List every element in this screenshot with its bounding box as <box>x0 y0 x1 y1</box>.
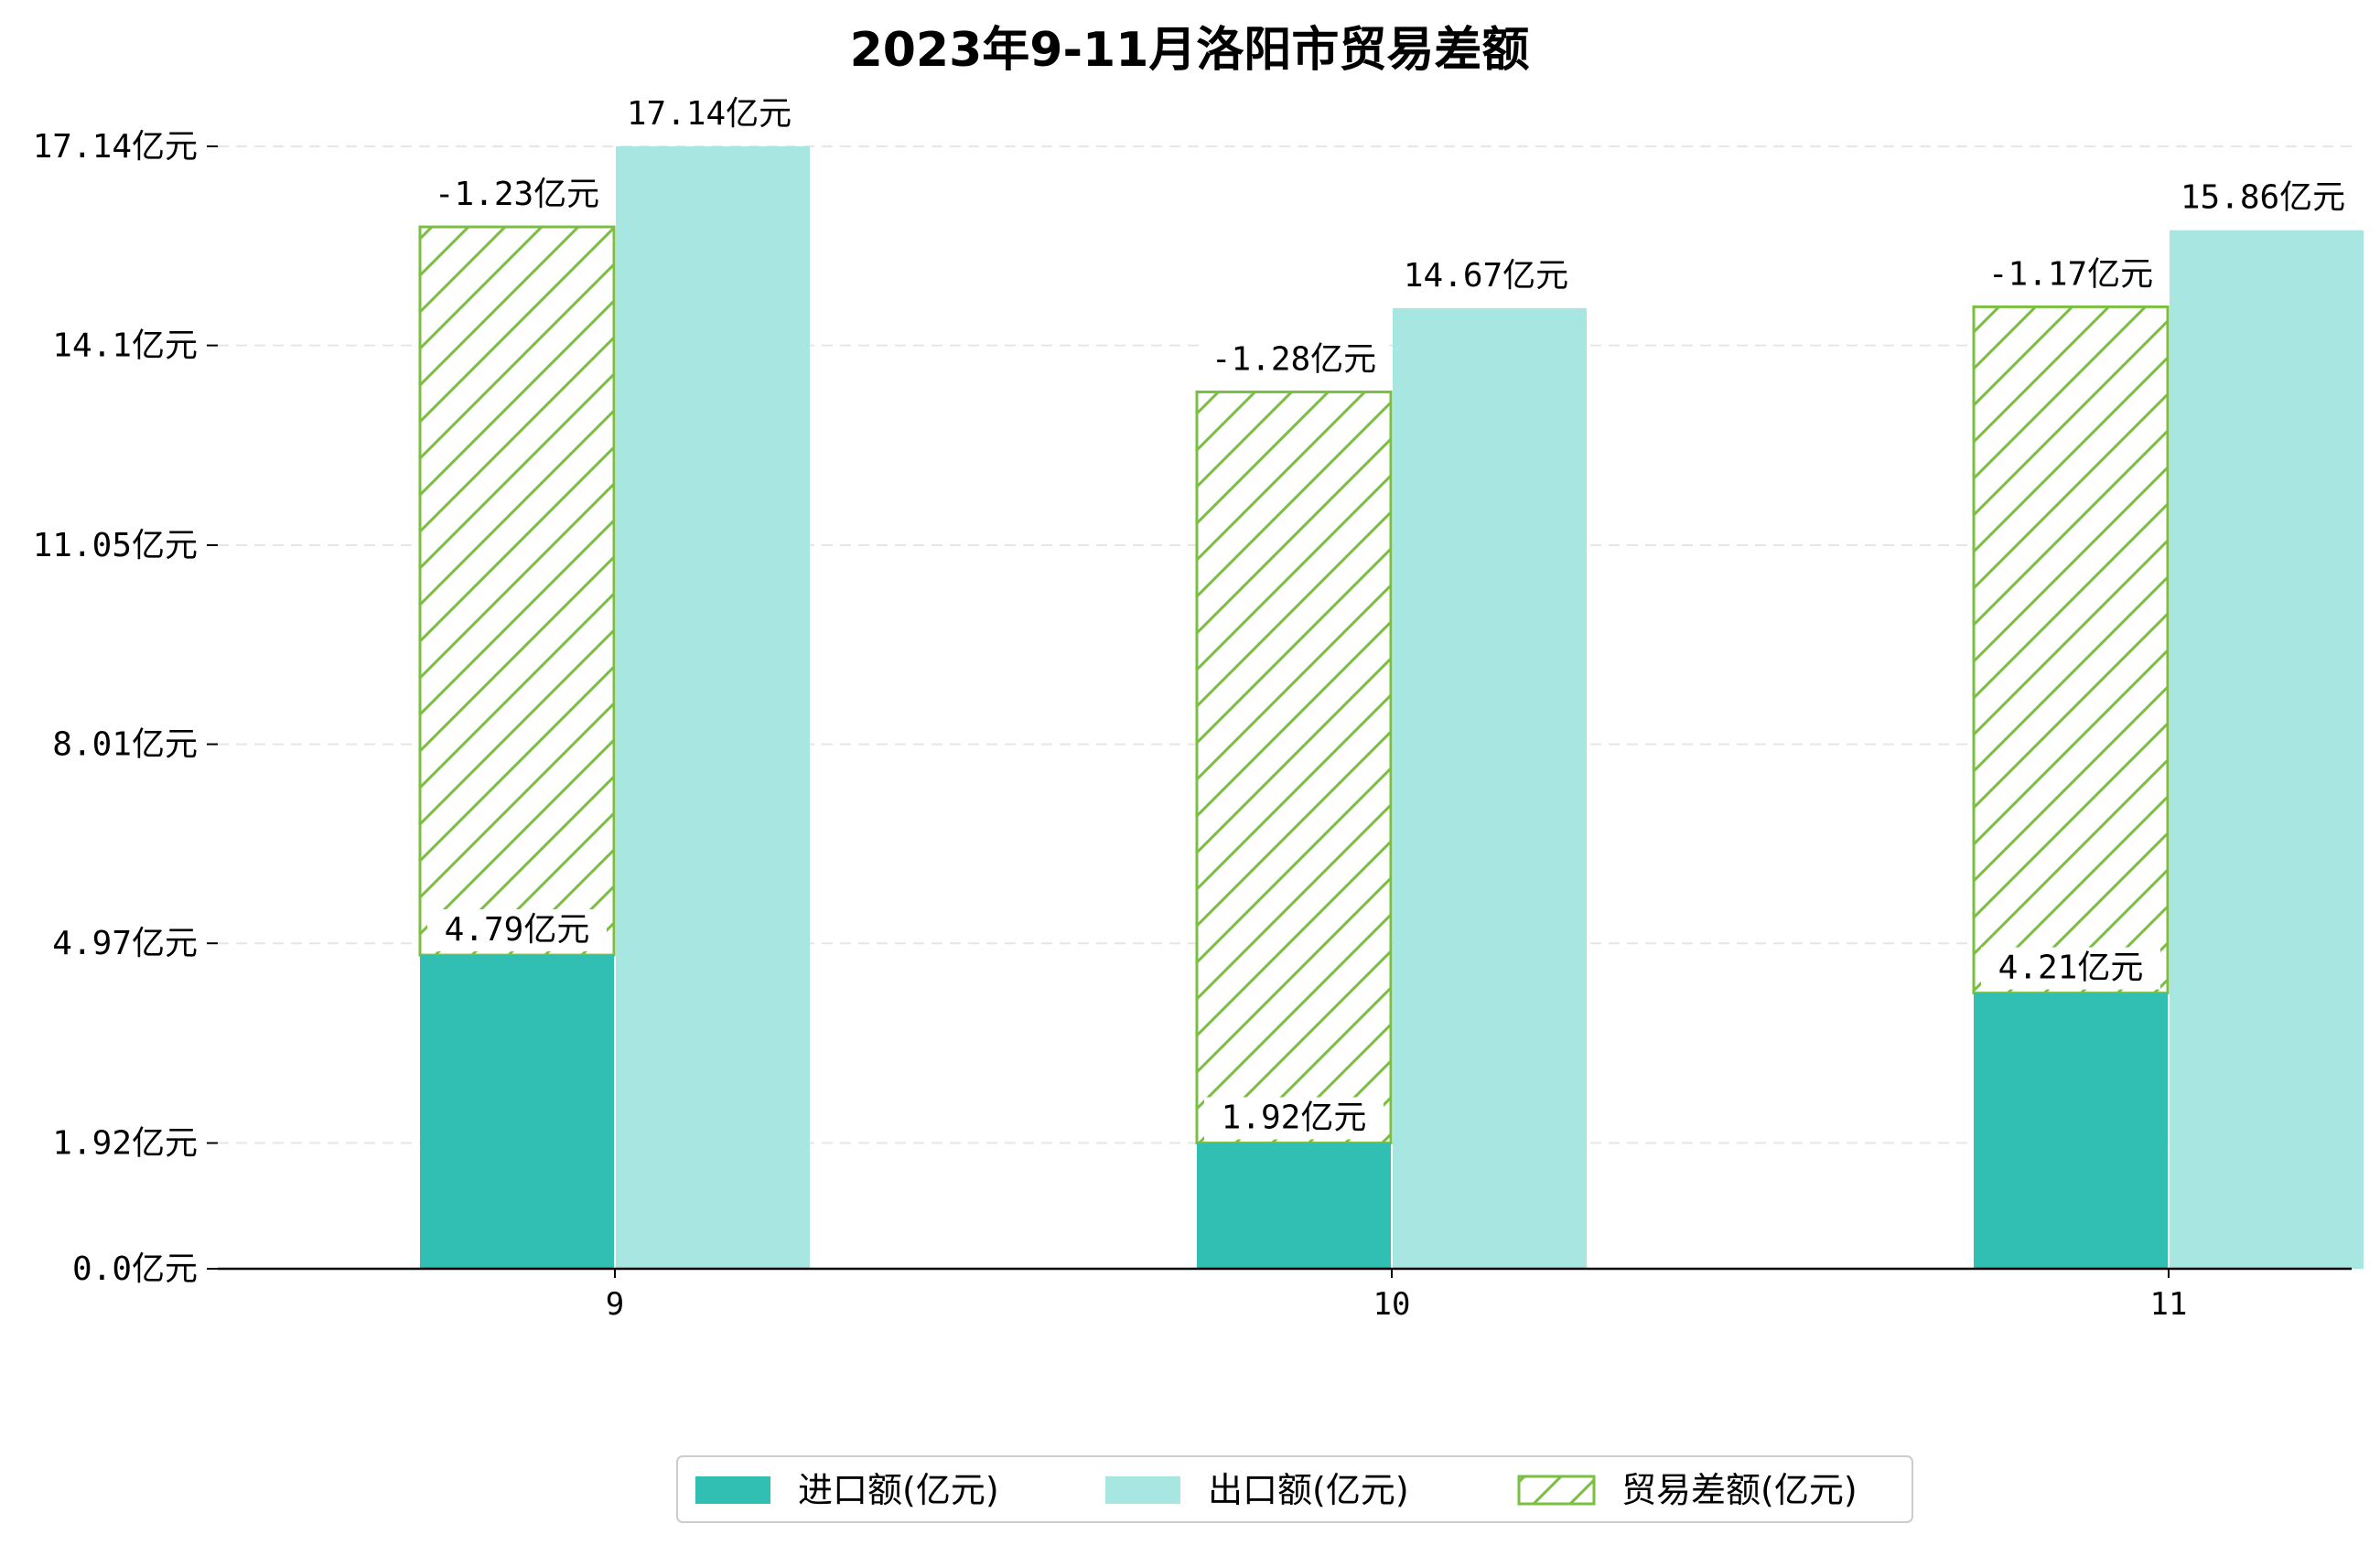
legend-export-swatch <box>1105 1476 1180 1504</box>
y-tick-label: 17.14亿元 <box>33 128 198 166</box>
y-tick-label: 0.0亿元 <box>72 1250 198 1288</box>
x-tick-label: 11 <box>2150 1286 2188 1323</box>
y-tick-label: 14.1亿元 <box>52 327 198 365</box>
legend-box <box>676 1455 1913 1523</box>
x-tick-label: 9 <box>606 1286 624 1323</box>
import-bar <box>420 955 614 1269</box>
balance-value-label-bg <box>1981 253 2160 296</box>
balance-bar <box>1195 390 1393 1145</box>
legend-export-label: 出口额(亿元) <box>1208 1470 1409 1510</box>
balance-value-label: -1.28亿元 <box>1212 340 1376 378</box>
import-value-label-bg <box>1981 947 2160 990</box>
y-tick-label: 1.92亿元 <box>52 1125 198 1163</box>
y-tick-label: 4.97亿元 <box>52 925 198 962</box>
balance-value-label: -1.23亿元 <box>435 176 599 213</box>
balance-value-label-bg <box>427 174 607 217</box>
chart-title: 2023年9-11月洛阳市贸易差额 <box>850 23 1530 78</box>
bars <box>418 146 2364 1270</box>
import-value-label: 1.92亿元 <box>1222 1100 1367 1137</box>
legend-balance-swatch <box>1517 1475 1596 1506</box>
balance-value-label-bg <box>1204 338 1384 381</box>
data-labels: 4.79亿元 -1.23亿元 17.14亿元 1.92亿元 -1.28亿元 14.67亿元… <box>427 95 2345 1140</box>
x-tick-label: 10 <box>1373 1286 1411 1323</box>
import-value-label: 4.79亿元 <box>445 911 590 949</box>
y-tick-label: 8.01亿元 <box>52 726 198 764</box>
import-bar <box>1974 992 2168 1269</box>
balance-bar <box>1972 305 2170 995</box>
export-bar <box>2170 230 2364 1270</box>
y-tick-label: 11.05亿元 <box>33 527 198 564</box>
export-value-label: 14.67亿元 <box>1404 257 1568 295</box>
axes: 0.0亿元 1.92亿元 4.97亿元 8.01亿元 11.05亿元 14.1亿元 17.1… <box>33 128 2352 1323</box>
legend-import-swatch <box>695 1476 770 1504</box>
export-value-label: 15.86亿元 <box>2181 179 2345 217</box>
balance-value-label: -1.17亿元 <box>1988 255 2153 293</box>
legend: 进口额(亿元) 出口额(亿元) 贸易差额(亿元) <box>676 1455 1913 1523</box>
import-value-label-bg <box>1204 1097 1384 1140</box>
export-value-label: 17.14亿元 <box>627 95 792 133</box>
export-bar <box>616 146 810 1269</box>
import-value-label-bg <box>427 909 607 952</box>
legend-balance-label: 贸易差额(亿元) <box>1621 1470 1858 1510</box>
import-value-label: 4.21亿元 <box>1998 950 2144 987</box>
legend-import-label: 进口额(亿元) <box>798 1470 999 1510</box>
import-bar <box>1197 1143 1391 1269</box>
export-bar <box>1393 307 1587 1270</box>
balance-bar <box>418 225 616 957</box>
